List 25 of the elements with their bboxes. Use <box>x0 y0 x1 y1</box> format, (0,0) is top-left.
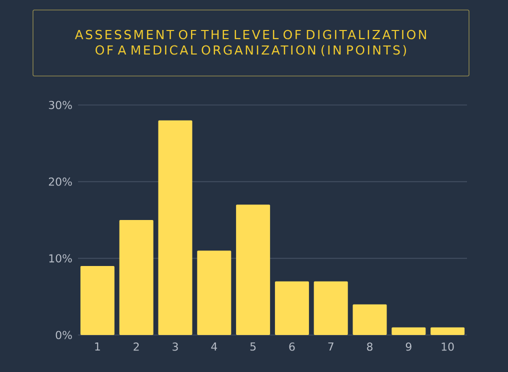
x-tick-label: 1 <box>95 342 100 351</box>
bar <box>352 304 387 335</box>
x-tick-label: 4 <box>211 342 218 351</box>
x-tick-label: 8 <box>367 342 372 351</box>
bar <box>80 266 114 335</box>
x-tick-label: 7 <box>328 342 334 351</box>
bar <box>274 281 309 335</box>
bar <box>236 204 270 335</box>
chart-title: ASSESSMENT OF THE LEVEL OF DIGITALIZATION OF A MEDICAL ORGANIZATION (IN POINTS) <box>74 30 426 56</box>
x-tick-label: 10 <box>442 342 454 351</box>
bar <box>119 220 154 335</box>
y-tick-label: 10% <box>49 254 72 262</box>
x-tick-label: 3 <box>172 342 178 351</box>
bar <box>158 120 192 335</box>
x-tick-label: 2 <box>134 342 139 351</box>
y-tick-label: 0% <box>56 330 72 340</box>
bar <box>197 250 232 335</box>
y-tick-label: 20% <box>48 178 72 186</box>
bar <box>430 327 465 335</box>
x-tick-label: 6 <box>289 342 295 351</box>
y-tick-label: 30% <box>48 100 72 110</box>
bar <box>392 327 426 335</box>
x-tick-label: 9 <box>406 342 412 351</box>
bar <box>314 281 348 335</box>
x-tick-label: 5 <box>250 342 256 351</box>
